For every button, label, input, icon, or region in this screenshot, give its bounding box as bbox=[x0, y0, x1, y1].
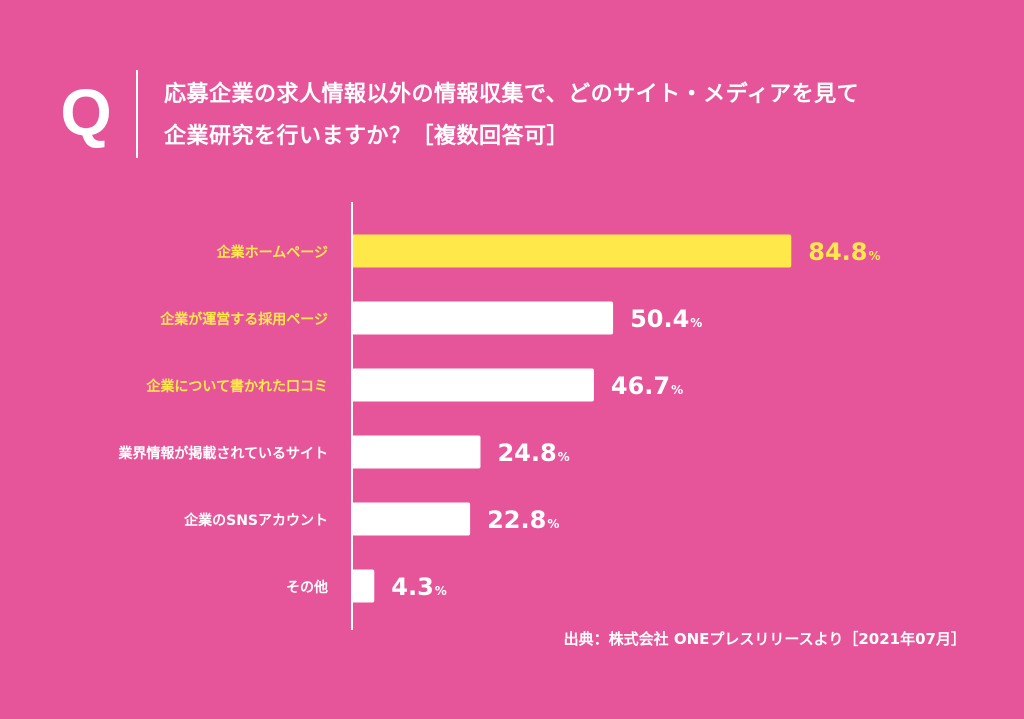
value-label: 84.8% bbox=[808, 238, 880, 266]
question-line-2: 企業研究を行いますか？［複数回答可］ bbox=[164, 124, 570, 149]
value-label: 24.8% bbox=[497, 439, 569, 467]
question-mark: Q bbox=[60, 75, 112, 149]
bar bbox=[352, 368, 594, 402]
question-text: 応募企業の求人情報以外の情報収集で、どのサイト・メディアを見て 企業研究を行いま… bbox=[164, 74, 984, 158]
category-label: 企業ホームページ bbox=[216, 244, 328, 261]
value-label: 4.3% bbox=[391, 573, 447, 601]
value-label: 22.8% bbox=[487, 506, 559, 534]
category-label: 企業が運営する採用ページ bbox=[159, 311, 328, 328]
category-label: 業界情報が掲載されているサイト bbox=[117, 445, 328, 462]
bar bbox=[352, 301, 614, 335]
bar bbox=[352, 234, 792, 268]
question-divider bbox=[136, 70, 138, 158]
value-label: 46.7% bbox=[611, 372, 683, 400]
bar bbox=[352, 569, 375, 603]
value-label: 50.4% bbox=[630, 305, 702, 333]
category-label: その他 bbox=[286, 579, 328, 596]
bar bbox=[352, 435, 481, 469]
category-label: 企業について書かれた口コミ bbox=[145, 378, 328, 395]
source-citation: 出典：株式会社 ONEプレスリリースより［2021年07月］ bbox=[563, 630, 966, 648]
question-line-1: 応募企業の求人情報以外の情報収集で、どのサイト・メディアを見て bbox=[164, 82, 860, 107]
bar bbox=[352, 502, 471, 536]
category-label: 企業のSNSアカウント bbox=[183, 512, 328, 529]
